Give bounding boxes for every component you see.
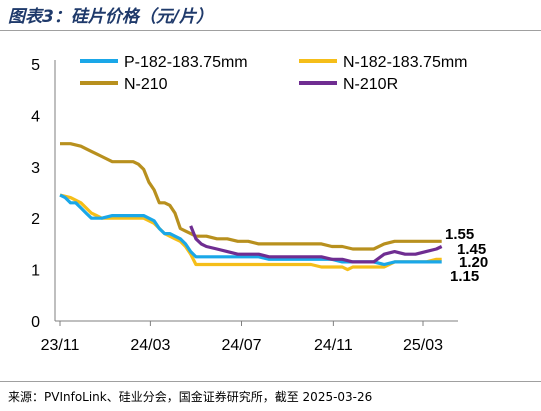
y-tick-label: 4	[31, 108, 40, 125]
x-tick-label: 24/07	[221, 337, 261, 354]
legend-label: P-182-183.75mm	[124, 54, 248, 71]
source-divider	[0, 381, 541, 382]
chart-end-labels: 1.551.451.201.15	[445, 226, 488, 285]
line-chart: 0 1 2 3 4 5 23/11 24/03 24/07 24/11 25/03 P-182-18…	[31, 54, 488, 354]
end-value-label: 1.55	[445, 226, 474, 243]
y-tick-label: 1	[31, 263, 40, 280]
source-note: 来源：PVInfoLink、硅业分会，国金证券研究所，截至 2025-03-26	[8, 390, 373, 404]
series-line-n-210r	[189, 225, 443, 264]
y-tick-label: 2	[31, 211, 40, 228]
y-tick-label: 3	[31, 160, 40, 177]
series-line-n-182-183-75mm	[59, 193, 442, 272]
x-tick-label: 24/11	[314, 337, 353, 354]
chart-series	[59, 142, 443, 272]
title-divider	[0, 30, 541, 31]
series-line-n-210	[60, 142, 442, 251]
end-value-label: 1.15	[450, 268, 479, 285]
chart-ticks: 0 1 2 3 4 5 23/11 24/03 24/07 24/11 25/03	[31, 57, 443, 354]
x-tick-label: 23/11	[41, 337, 80, 354]
chart-axes	[54, 60, 458, 322]
legend-label: N-182-183.75mm	[343, 54, 468, 71]
chart-legend: P-182-183.75mm N-182-183.75mm N-210 N-210R	[80, 54, 468, 93]
y-tick-label: 5	[31, 57, 40, 74]
legend-label: N-210R	[343, 76, 398, 93]
x-tick-label: 25/03	[403, 337, 443, 354]
end-value-label: 1.20	[459, 254, 488, 271]
figure-title: 图表3：硅片价格（元/片）	[8, 7, 214, 27]
x-tick-label: 24/03	[130, 337, 170, 354]
end-value-label: 1.45	[457, 241, 486, 258]
y-tick-label: 0	[31, 314, 40, 331]
legend-label: N-210	[124, 76, 168, 93]
